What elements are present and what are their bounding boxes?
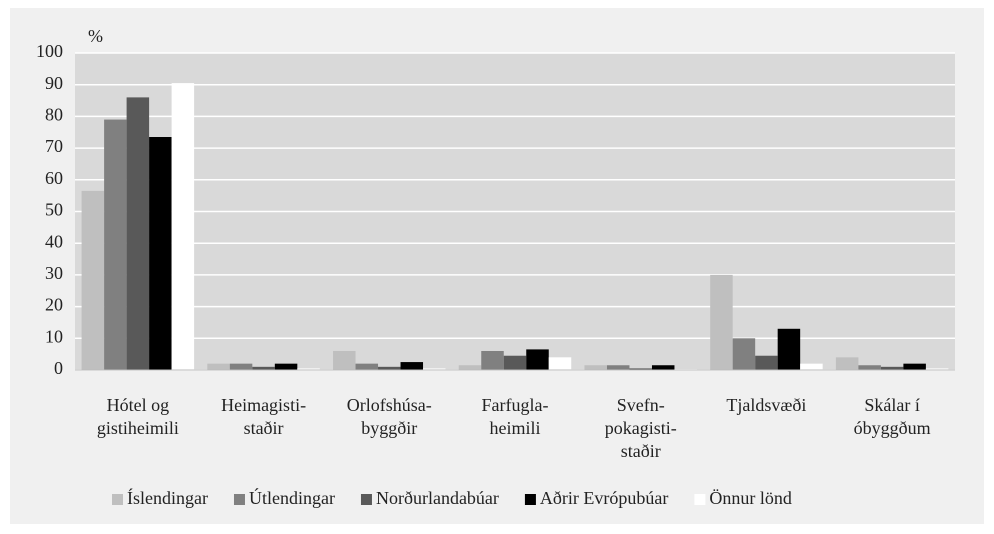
- bar: [126, 97, 150, 370]
- y-tick-label: 20: [45, 295, 63, 315]
- y-tick-label: 40: [45, 231, 63, 251]
- x-tick-label: byggðir: [361, 418, 417, 438]
- x-tick-label: Farfugla-: [482, 395, 549, 415]
- legend-swatch: [233, 494, 245, 505]
- bar: [777, 328, 801, 370]
- bar: [104, 119, 127, 370]
- y-tick-label: 30: [45, 263, 63, 283]
- legend-label: Íslendingar: [127, 487, 208, 508]
- bar: [584, 365, 607, 370]
- legend-label: Norðurlandabúar: [376, 488, 499, 508]
- bar: [378, 366, 401, 370]
- bar: [800, 363, 823, 370]
- bar: [458, 365, 482, 370]
- x-tick-label: staðir: [621, 441, 661, 461]
- x-tick-label: Skálar í: [864, 395, 920, 415]
- x-tick-label: Tjaldsvæði: [726, 395, 806, 415]
- y-tick-label: 90: [45, 73, 63, 93]
- bar: [526, 349, 549, 370]
- bar: [423, 368, 446, 370]
- bar: [481, 350, 504, 370]
- bar: [858, 365, 881, 370]
- bar: [503, 355, 527, 370]
- bar: [835, 357, 859, 370]
- bar: [925, 368, 949, 370]
- legend-label: Útlendingar: [249, 487, 335, 508]
- bar: [229, 363, 253, 370]
- bar: [400, 362, 424, 370]
- y-tick-label: 100: [36, 41, 63, 61]
- legend-label: Aðrir Evrópubúar: [540, 488, 668, 508]
- y-tick-label: 80: [45, 105, 63, 125]
- bar: [355, 363, 379, 370]
- bar: [171, 83, 195, 371]
- bar: [629, 368, 652, 370]
- x-tick-label: gistiheimili: [97, 418, 179, 438]
- bar: [252, 366, 275, 370]
- y-tick-label: 60: [45, 168, 63, 188]
- bar: [274, 363, 298, 370]
- bar: [755, 355, 778, 370]
- x-tick-label: óbyggðum: [854, 418, 931, 438]
- x-tick-label: Hótel og: [107, 395, 170, 415]
- legend-label: Önnur lönd: [709, 488, 792, 508]
- legend-swatch: [524, 494, 536, 505]
- bar: [81, 190, 105, 370]
- y-tick-label: 70: [45, 136, 63, 156]
- legend-swatch: [694, 494, 706, 505]
- y-tick-label: 50: [45, 200, 63, 220]
- bar: [880, 366, 904, 370]
- bar: [651, 365, 675, 370]
- bar: [732, 338, 756, 370]
- bar: [149, 137, 172, 370]
- x-tick-label: staðir: [244, 418, 284, 438]
- x-tick-label: Svefn-: [617, 395, 665, 415]
- bar: [548, 357, 572, 370]
- y-tick-label: 10: [45, 326, 63, 346]
- bar: [606, 365, 630, 370]
- y-tick-label: 0: [54, 358, 63, 378]
- bar: [903, 363, 926, 370]
- bar: [207, 363, 230, 370]
- x-tick-label: Heimagisti-: [221, 395, 306, 415]
- x-tick-label: pokagisti-: [605, 418, 677, 438]
- x-tick-label: heimili: [490, 418, 541, 438]
- y-axis-label: %: [88, 26, 103, 46]
- legend-swatch: [112, 494, 123, 505]
- bar: [333, 350, 356, 370]
- bar: [710, 274, 733, 370]
- bar: [297, 368, 320, 370]
- legend-swatch: [360, 494, 372, 505]
- x-tick-label: Orlofshúsa-: [347, 395, 432, 415]
